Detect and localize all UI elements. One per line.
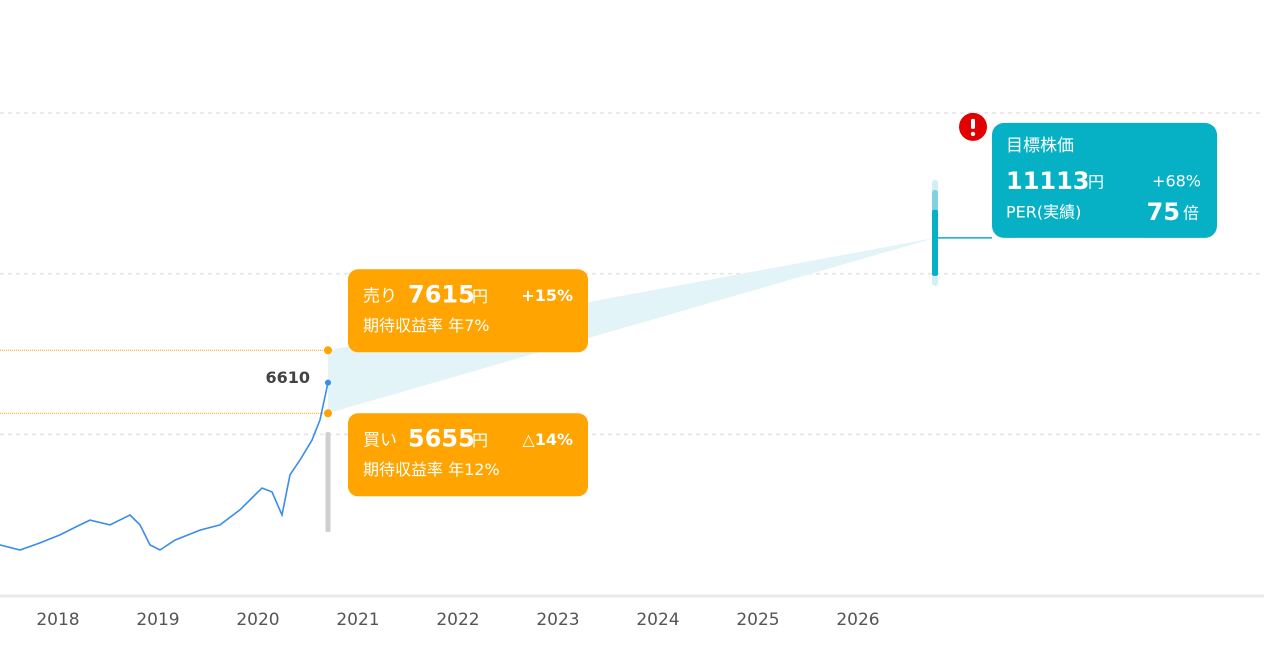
target-title: 目標株価 [1006, 136, 1074, 156]
sell-label: 売り [363, 286, 397, 306]
target-price: 11113 [1006, 167, 1090, 195]
sell-box [348, 269, 588, 353]
forecast-cone [328, 237, 935, 414]
buy-point [324, 409, 332, 418]
buy-change: △14% [522, 430, 573, 449]
alert-icon-dot [970, 131, 976, 137]
x-tick-label: 2018 [36, 610, 79, 630]
x-tick-label: 2020 [236, 610, 279, 630]
sell-change: +15% [521, 286, 573, 305]
per-unit: 倍 [1183, 203, 1199, 222]
x-tick-label: 2019 [136, 610, 179, 630]
x-tick-label: 2025 [736, 610, 779, 630]
sell-point [324, 346, 332, 355]
x-tick-label: 2023 [536, 610, 579, 630]
price-line [0, 382, 329, 551]
buy-unit: 円 [472, 431, 488, 450]
range-bar [325, 432, 331, 532]
sell-unit: 円 [472, 287, 488, 306]
x-tick-label: 2022 [436, 610, 479, 630]
target-change: +68% [1152, 171, 1201, 190]
sell-yield: 期待収益率 年7% [363, 316, 489, 335]
target-point [932, 209, 938, 276]
target-box [992, 122, 1217, 238]
x-tick-label: 2024 [636, 610, 679, 630]
target-unit: 円 [1088, 172, 1104, 191]
buy-yield: 期待収益率 年12% [363, 460, 500, 479]
x-tick-label: 2021 [336, 610, 379, 630]
last-point [325, 379, 331, 386]
last-price-label: 6610 [265, 368, 310, 387]
buy-box [348, 413, 588, 497]
buy-price: 5655 [408, 424, 475, 452]
buy-label: 買い [363, 430, 397, 450]
sell-price: 7615 [408, 280, 475, 308]
x-tick-label: 2026 [836, 610, 879, 630]
per-value: 75 [1147, 198, 1180, 226]
per-label: PER(実績) [1006, 202, 1081, 221]
alert-icon-bar [971, 118, 975, 129]
